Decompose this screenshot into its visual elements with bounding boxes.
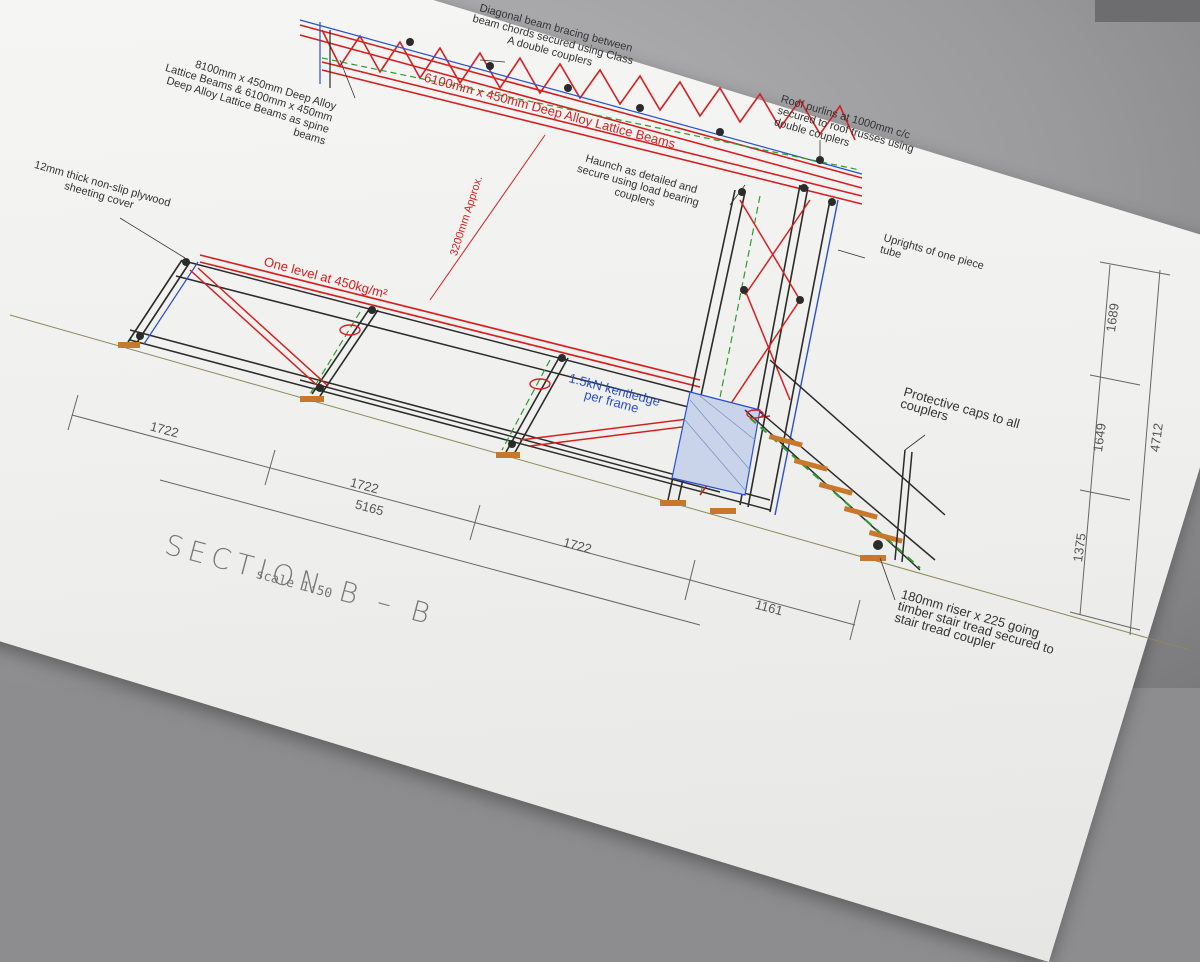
vertical-dimensions <box>1069 261 1171 636</box>
kentledge-box <box>671 391 761 496</box>
couplers <box>136 38 883 550</box>
base-plates <box>118 342 886 561</box>
roof-purlin-line <box>299 19 863 175</box>
roof-bracing-line <box>321 57 861 171</box>
stair-treads <box>768 434 903 544</box>
leader-lines <box>119 59 926 601</box>
lower-ledgers <box>129 329 771 511</box>
paper-corner <box>1095 0 1200 22</box>
roof-lattice-beam <box>299 24 863 205</box>
height-dimension <box>429 134 546 301</box>
ground-line <box>9 314 1191 651</box>
scaffold-section-drawing <box>9 19 1191 651</box>
handrail <box>769 359 946 563</box>
upright-tube <box>774 199 839 516</box>
deck-platform <box>199 254 701 388</box>
horizontal-dimensions <box>67 394 861 641</box>
